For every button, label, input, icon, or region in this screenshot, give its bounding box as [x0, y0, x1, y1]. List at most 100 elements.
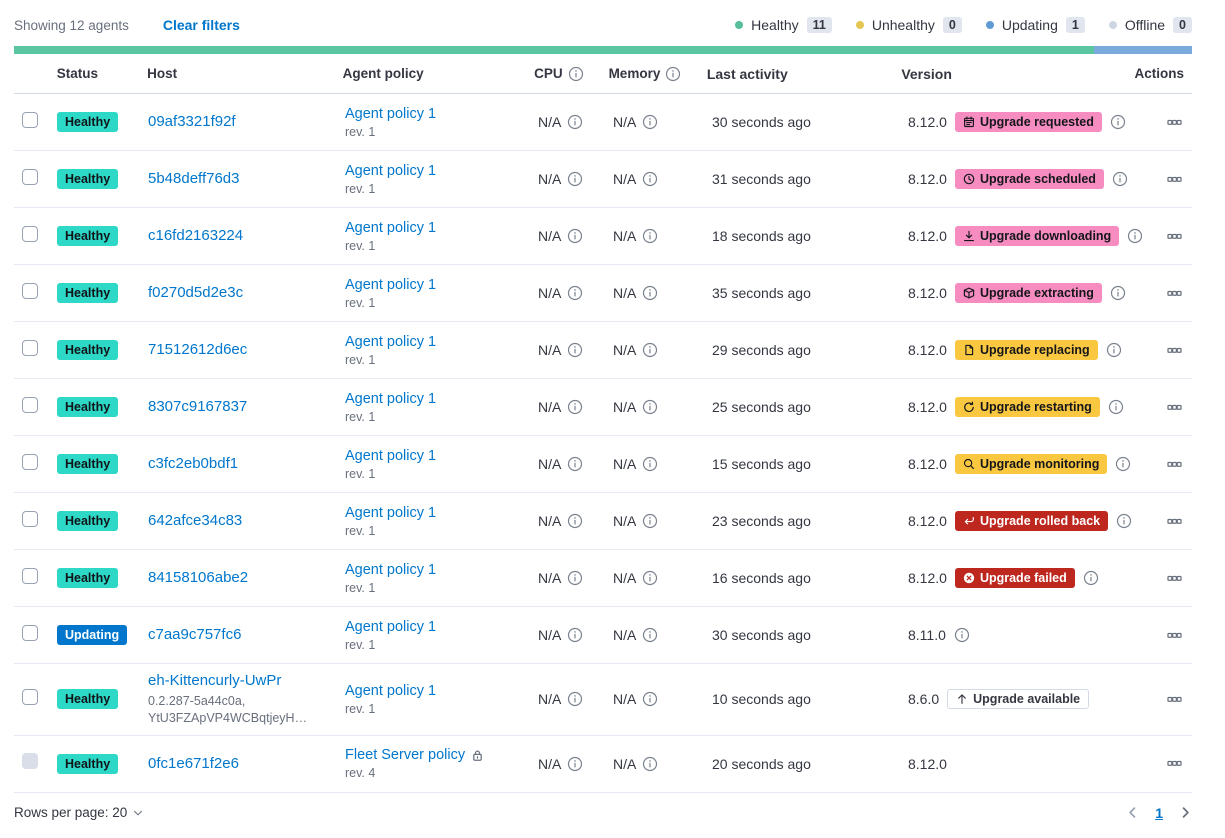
cpu-na-info-icon[interactable]	[567, 570, 583, 586]
previous-page-button[interactable]	[1126, 806, 1139, 819]
host-link[interactable]: c3fc2eb0bdf1	[148, 455, 239, 472]
upgrade-details-info-icon[interactable]	[1127, 228, 1143, 244]
cpu-info-icon[interactable]	[568, 66, 584, 82]
legend-item-healthy[interactable]: Healthy 11	[735, 17, 832, 33]
row-checkbox[interactable]	[22, 510, 38, 527]
clear-filters-link[interactable]: Clear filters	[162, 17, 240, 33]
header-status: Status	[56, 66, 99, 81]
row-checkbox[interactable]	[22, 168, 38, 185]
cpu-na-info-icon[interactable]	[567, 399, 583, 415]
memory-na-info-icon[interactable]	[642, 285, 658, 301]
host-link[interactable]: 8307c9167837	[148, 398, 248, 415]
row-actions-button[interactable]	[1165, 111, 1184, 134]
host-link[interactable]: 5b48deff76d3	[148, 170, 240, 187]
row-actions-button[interactable]	[1165, 282, 1184, 305]
upgrade-details-info-icon[interactable]	[954, 627, 970, 643]
row-actions-button[interactable]	[1165, 339, 1184, 362]
policy-revision: rev. 4	[345, 766, 376, 781]
memory-na-info-icon[interactable]	[642, 171, 658, 187]
cpu-na-info-icon[interactable]	[567, 513, 583, 529]
row-actions-button[interactable]	[1165, 168, 1184, 191]
memory-info-icon[interactable]	[665, 66, 681, 82]
upgrade-details-info-icon[interactable]	[1116, 513, 1132, 529]
cpu-na-info-icon[interactable]	[567, 285, 583, 301]
host-link[interactable]: f0270d5d2e3c	[148, 284, 244, 301]
memory-na-info-icon[interactable]	[642, 114, 658, 130]
cpu-na-info-icon[interactable]	[567, 171, 583, 187]
host-link[interactable]: 84158106abe2	[148, 569, 249, 586]
agent-policy-link[interactable]: Agent policy 1	[345, 162, 437, 179]
refresh-icon	[963, 401, 975, 413]
memory-value: N/A	[613, 755, 637, 772]
cpu-na-info-icon[interactable]	[567, 342, 583, 358]
rows-per-page-control[interactable]: Rows per page: 20	[14, 805, 144, 820]
row-checkbox[interactable]	[22, 396, 38, 413]
upgrade-details-info-icon[interactable]	[1112, 171, 1128, 187]
agent-policy-link[interactable]: Agent policy 1	[345, 219, 437, 236]
row-checkbox[interactable]	[22, 453, 38, 470]
cpu-na-info-icon[interactable]	[567, 691, 583, 707]
host-link[interactable]: eh-Kittencurly-UwPr	[148, 672, 282, 689]
cpu-na-info-icon[interactable]	[567, 228, 583, 244]
memory-na-info-icon[interactable]	[642, 399, 658, 415]
legend-item-unhealthy[interactable]: Unhealthy 0	[855, 17, 962, 33]
row-checkbox[interactable]	[22, 567, 38, 584]
cpu-na-info-icon[interactable]	[567, 627, 583, 643]
agent-policy-link[interactable]: Fleet Server policy	[345, 747, 466, 764]
row-actions-button[interactable]	[1165, 567, 1184, 590]
inspect-icon	[963, 458, 975, 470]
legend-item-updating[interactable]: Updating 1	[985, 17, 1085, 33]
next-page-button[interactable]	[1179, 806, 1192, 819]
upgrade-details-info-icon[interactable]	[1106, 342, 1122, 358]
row-actions-button[interactable]	[1165, 752, 1184, 775]
memory-na-info-icon[interactable]	[642, 228, 658, 244]
header-actions: Actions	[1134, 66, 1184, 81]
agent-policy-link[interactable]: Agent policy 1	[345, 561, 437, 578]
agent-policy-link[interactable]: Agent policy 1	[345, 333, 437, 350]
upgrade-details-info-icon[interactable]	[1110, 114, 1126, 130]
memory-na-info-icon[interactable]	[642, 691, 658, 707]
agent-policy-link[interactable]: Agent policy 1	[345, 504, 437, 521]
agent-policy-link[interactable]: Agent policy 1	[345, 618, 437, 635]
host-link[interactable]: 642afce34c83	[148, 512, 243, 529]
upgrade-details-info-icon[interactable]	[1083, 570, 1099, 586]
memory-na-info-icon[interactable]	[642, 513, 658, 529]
memory-na-info-icon[interactable]	[642, 570, 658, 586]
row-checkbox[interactable]	[22, 624, 38, 641]
host-link[interactable]: 71512612d6ec	[148, 341, 248, 358]
memory-na-info-icon[interactable]	[642, 627, 658, 643]
row-checkbox[interactable]	[22, 688, 38, 705]
row-actions-button[interactable]	[1165, 453, 1184, 476]
memory-na-info-icon[interactable]	[642, 342, 658, 358]
row-actions-button[interactable]	[1165, 225, 1184, 248]
cpu-na-info-icon[interactable]	[567, 114, 583, 130]
row-actions-button[interactable]	[1165, 396, 1184, 419]
cpu-na-info-icon[interactable]	[567, 456, 583, 472]
legend-item-offline[interactable]: Offline 0	[1108, 17, 1192, 33]
host-link[interactable]: 09af3321f92f	[148, 113, 236, 130]
agent-policy-link[interactable]: Agent policy 1	[345, 105, 437, 122]
upgrade-details-info-icon[interactable]	[1110, 285, 1126, 301]
upgrade-details-info-icon[interactable]	[1108, 399, 1124, 415]
host-link[interactable]: c16fd2163224	[148, 227, 244, 244]
agent-policy-link[interactable]: Agent policy 1	[345, 682, 437, 699]
host-link[interactable]: c7aa9c757fc6	[148, 626, 242, 643]
row-actions-button[interactable]	[1165, 510, 1184, 533]
row-checkbox[interactable]	[22, 339, 38, 356]
row-checkbox[interactable]	[22, 282, 38, 299]
agent-policy-link[interactable]: Agent policy 1	[345, 276, 437, 293]
page-number-1[interactable]: 1	[1155, 804, 1163, 821]
row-checkbox[interactable]	[22, 225, 38, 242]
table-row: Healthy f0270d5d2e3c Agent policy 1 rev.…	[14, 265, 1192, 322]
row-actions-button[interactable]	[1165, 624, 1184, 647]
host-link[interactable]: 0fc1e671f2e6	[148, 754, 239, 772]
upgrade-details-info-icon[interactable]	[1115, 456, 1131, 472]
agent-policy-link[interactable]: Agent policy 1	[345, 390, 437, 407]
memory-na-info-icon[interactable]	[642, 456, 658, 472]
memory-na-info-icon[interactable]	[642, 756, 658, 772]
agents-table-body: Healthy 09af3321f92f Agent policy 1 rev.…	[14, 94, 1192, 793]
cpu-na-info-icon[interactable]	[567, 756, 583, 772]
row-actions-button[interactable]	[1165, 688, 1184, 711]
agent-policy-link[interactable]: Agent policy 1	[345, 447, 437, 464]
row-checkbox[interactable]	[22, 111, 38, 128]
